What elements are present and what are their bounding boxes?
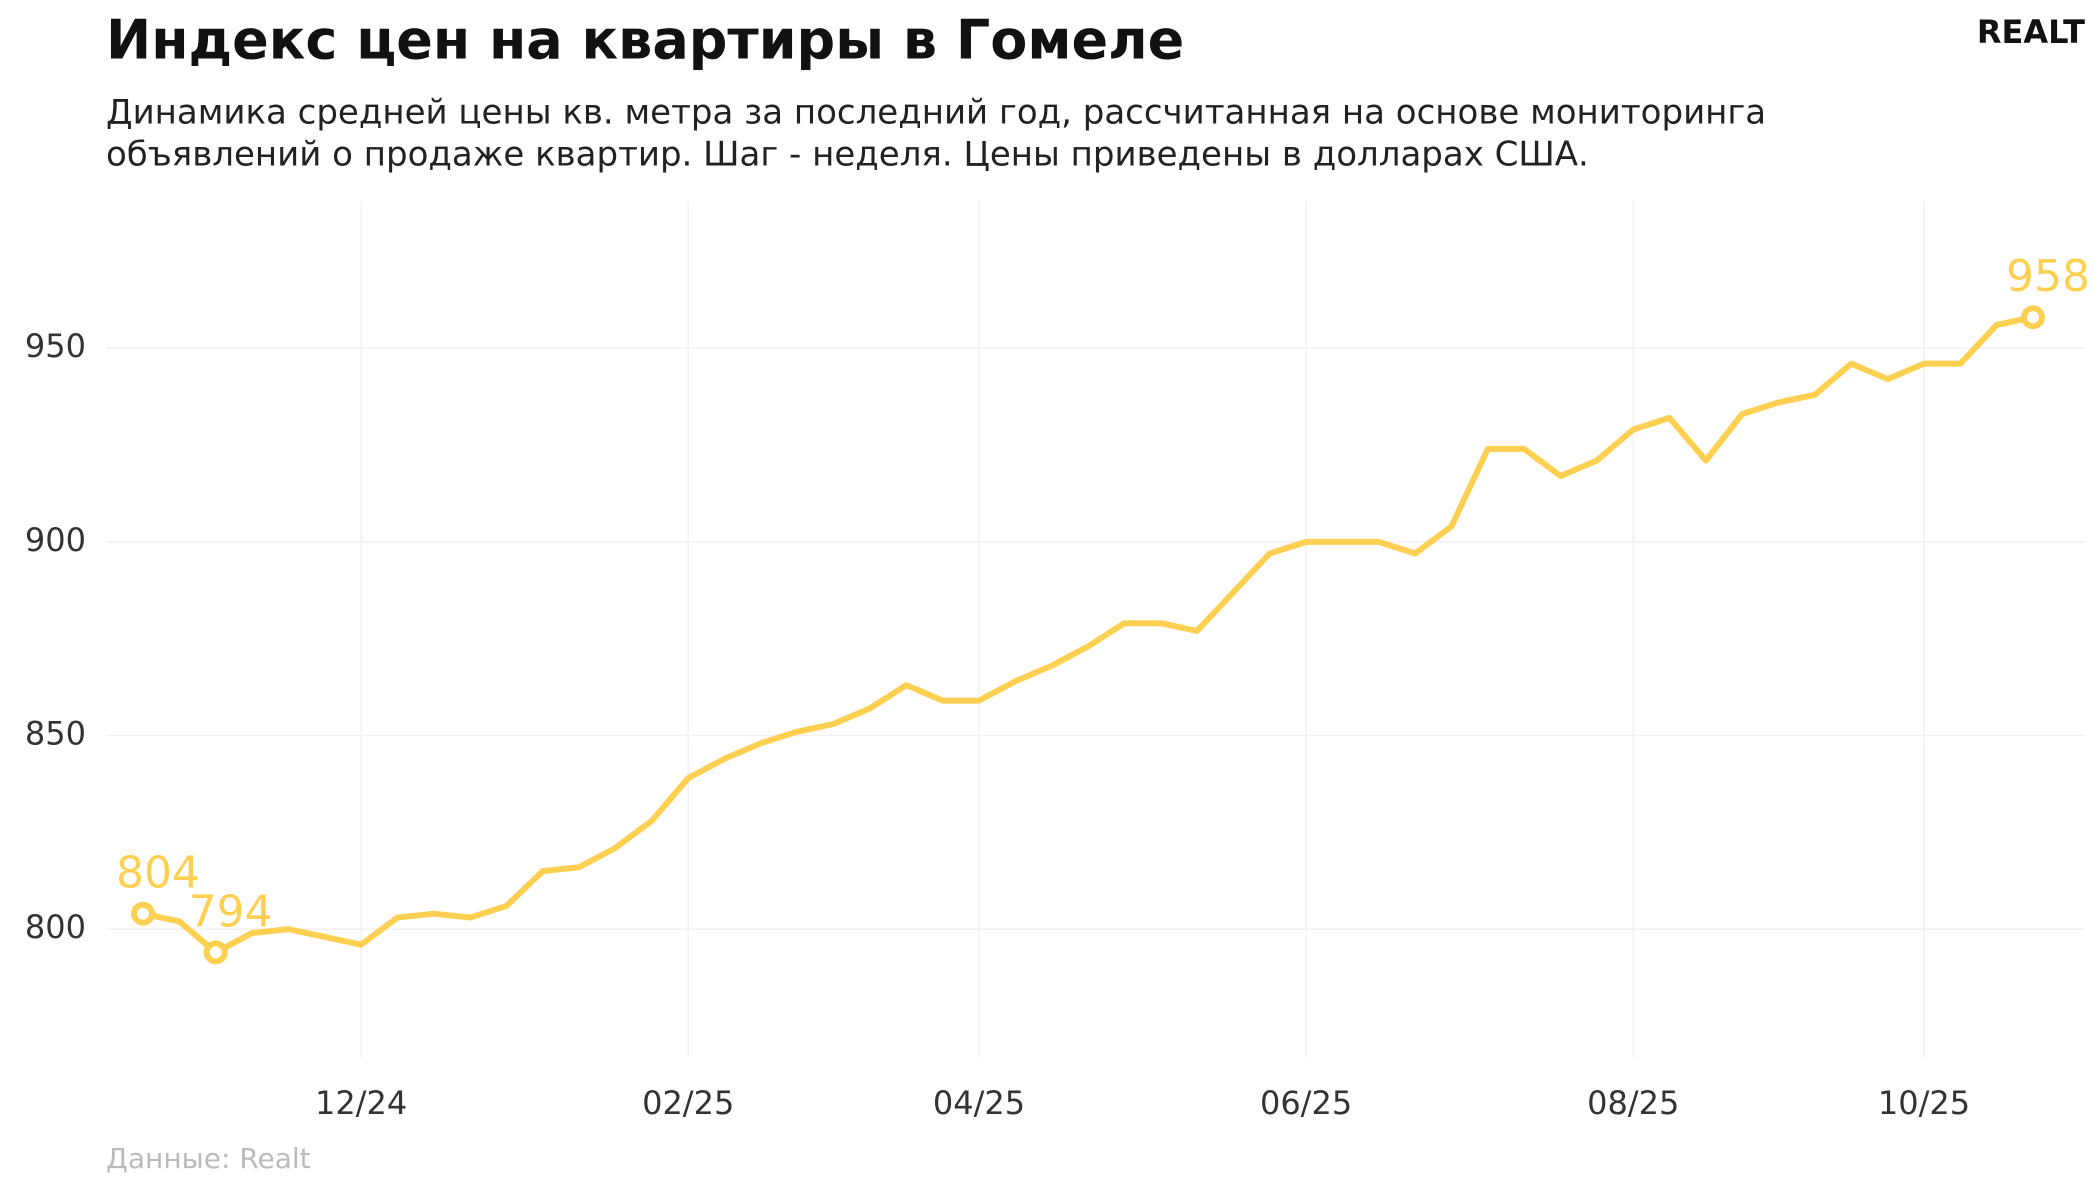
- chart-title: Индекс цен на квартиры в Гомеле: [106, 9, 1184, 72]
- y-tick-label: 900: [25, 521, 86, 559]
- y-tick-label: 800: [25, 908, 86, 946]
- x-tick-label: 02/25: [642, 1084, 734, 1122]
- point-marker: [2021, 305, 2045, 330]
- x-tick-label: 06/25: [1260, 1084, 1352, 1122]
- chart-subtitle: Динамика средней цены кв. метра за после…: [106, 93, 1766, 133]
- chart-subtitle: объявлений о продаже квартир. Шаг - неде…: [106, 135, 1589, 175]
- x-tick-label: 12/24: [315, 1084, 407, 1122]
- data-label: 794: [189, 886, 273, 937]
- data-label: 958: [2006, 251, 2090, 302]
- x-tick-label: 10/25: [1878, 1084, 1970, 1122]
- y-tick-label: 850: [25, 715, 86, 753]
- x-tick-label: 08/25: [1587, 1084, 1679, 1122]
- logo: REALT: [1977, 13, 2085, 51]
- x-tick-label: 04/25: [933, 1084, 1025, 1122]
- source: Данные: Realt: [106, 1142, 311, 1175]
- point-marker: [131, 901, 155, 926]
- point-marker: [203, 940, 228, 965]
- y-tick-label: 950: [25, 327, 86, 365]
- line: [142, 314, 2034, 956]
- data-label: 804: [116, 848, 200, 899]
